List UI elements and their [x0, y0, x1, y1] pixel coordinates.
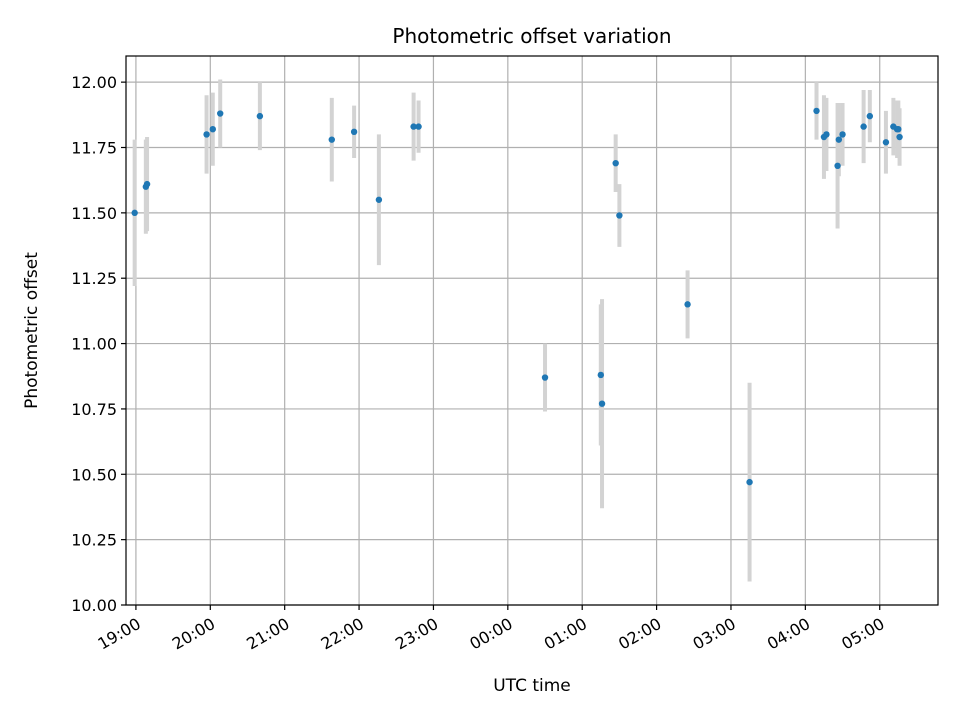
data-point: [209, 126, 216, 133]
data-point: [860, 123, 867, 130]
data-point: [203, 131, 210, 138]
data-point: [410, 123, 417, 130]
grid-lines: [126, 56, 938, 606]
data-point: [597, 371, 605, 379]
data-point: [746, 478, 753, 486]
data-point: [415, 123, 422, 130]
data-point: [598, 400, 606, 407]
y-tick-label: 10.50: [71, 465, 117, 484]
y-tick-label: 10.25: [71, 531, 117, 550]
plot-frame: [125, 55, 939, 606]
data-point: [882, 139, 890, 146]
y-tick-label: 11.25: [71, 269, 117, 288]
y-tick-label: 11.75: [71, 139, 117, 158]
y-tick-label: 10.00: [71, 596, 117, 615]
data-point: [131, 209, 138, 217]
data-point: [217, 110, 224, 117]
data-point: [616, 212, 623, 219]
y-axis-label: Photometric offset: [22, 252, 42, 409]
y-tick-label: 12.00: [71, 73, 117, 92]
data-point: [823, 131, 830, 138]
data-point: [541, 374, 549, 381]
y-tick-label: 11.50: [71, 204, 117, 223]
data-point: [839, 131, 846, 138]
x-axis-label: UTC time: [493, 676, 571, 696]
data-point: [684, 301, 691, 308]
data-point: [375, 196, 383, 203]
data-point: [835, 136, 843, 143]
data-point: [256, 112, 264, 120]
data-point: [895, 126, 902, 133]
data-point: [350, 128, 358, 136]
data-point: [612, 159, 619, 167]
data-point: [896, 133, 903, 141]
data-point: [866, 112, 874, 120]
data-point: [328, 136, 335, 143]
chart-title: Photometric offset variation: [392, 24, 671, 48]
data-point: [143, 180, 151, 188]
y-tick-label: 11.00: [71, 335, 117, 354]
y-tick-label: 10.75: [71, 400, 117, 419]
data-point: [834, 162, 841, 169]
data-points: [131, 107, 903, 486]
data-point: [813, 107, 820, 115]
